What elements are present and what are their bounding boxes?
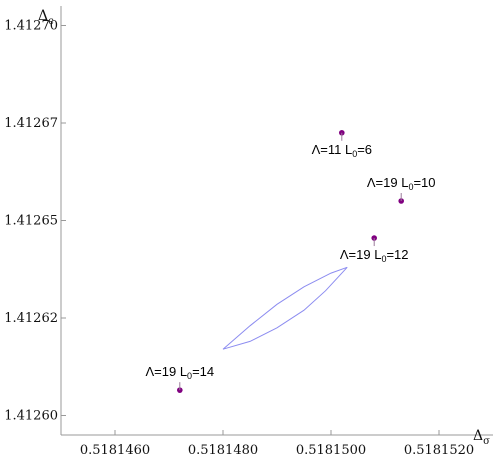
x-axis-ticks: 0.5181460 0.5181480 0.5181500 0.5181520 (80, 430, 474, 458)
point-label: Λ=19 L0=12 (340, 247, 409, 264)
point-label: Λ=19 L0=10 (367, 175, 436, 192)
axes (60, 6, 493, 436)
allowed-region-outline (222, 266, 348, 350)
allowed-region-layer (222, 266, 348, 350)
x-tick-label: 0.5181500 (296, 443, 366, 458)
y-axis-ticks: 1.41260 1.41262 1.41265 1.41267 1.41270 (4, 19, 66, 424)
x-tick-label: 0.5181520 (404, 443, 474, 458)
point-label: Λ=19 L0=14 (145, 364, 214, 381)
y-tick-label: 1.41270 (4, 19, 58, 34)
y-tick-label: 1.41267 (4, 116, 58, 131)
x-axis-title: Δσ (473, 428, 490, 447)
y-tick-label: 1.41262 (4, 311, 58, 326)
y-tick-label: 1.41265 (4, 214, 58, 229)
point-labels-layer: Λ=11 L0=6 Λ=19 L0=10 Λ=19 L0=12 Λ=19 L0=14 (145, 132, 436, 391)
x-tick-label: 0.5181480 (188, 443, 258, 458)
y-axis-title: Δϵ (38, 8, 54, 27)
x-tick-label: 0.5181460 (80, 443, 150, 458)
data-point (177, 387, 183, 393)
y-tick-label: 1.41260 (4, 409, 58, 424)
point-label: Λ=11 L0=6 (312, 142, 372, 159)
